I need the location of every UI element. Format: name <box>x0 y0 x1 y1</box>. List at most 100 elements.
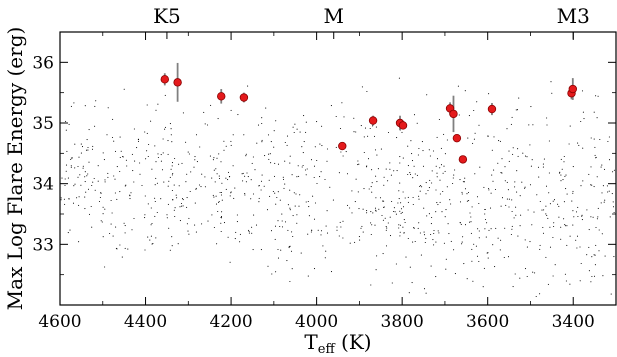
background-point <box>270 230 273 232</box>
background-point <box>413 114 416 116</box>
background-point <box>590 166 592 168</box>
background-point <box>385 226 387 228</box>
background-point <box>431 170 433 172</box>
flare-data-point <box>338 141 347 151</box>
background-point <box>167 140 169 142</box>
background-point <box>346 173 349 175</box>
background-point <box>393 207 395 209</box>
background-point <box>286 135 289 137</box>
background-point <box>423 234 426 236</box>
background-point <box>330 105 332 107</box>
background-point <box>603 168 606 170</box>
background-point <box>436 176 438 178</box>
background-point <box>65 164 68 166</box>
background-point <box>316 182 318 185</box>
background-point <box>111 136 114 139</box>
background-point <box>70 158 72 161</box>
background-point <box>171 162 174 164</box>
background-point <box>367 135 369 137</box>
background-point <box>266 209 269 211</box>
background-point <box>430 265 432 267</box>
background-point <box>366 210 368 212</box>
background-point <box>476 255 479 257</box>
background-point <box>111 212 113 214</box>
background-point <box>217 118 219 120</box>
background-point <box>282 176 284 178</box>
background-point <box>171 165 173 167</box>
background-point <box>289 209 291 211</box>
background-point <box>277 191 279 193</box>
background-point <box>220 194 223 196</box>
background-point <box>462 181 464 183</box>
background-point <box>77 176 79 178</box>
background-point <box>606 185 608 187</box>
background-point <box>487 257 489 259</box>
background-point <box>131 153 133 155</box>
background-point <box>144 249 146 251</box>
background-point <box>494 266 496 268</box>
background-point <box>156 211 158 214</box>
background-point <box>320 230 323 232</box>
background-point <box>604 199 606 201</box>
background-point <box>532 124 534 126</box>
background-point <box>470 221 472 223</box>
background-point <box>343 116 345 118</box>
background-point <box>468 200 470 202</box>
background-point <box>88 213 91 215</box>
background-point <box>429 155 431 157</box>
background-point <box>160 198 162 200</box>
background-point <box>241 173 243 175</box>
background-point <box>97 180 99 182</box>
background-point <box>85 191 87 193</box>
background-point <box>375 269 377 271</box>
background-point <box>462 236 464 238</box>
background-point <box>316 159 318 162</box>
background-point <box>181 197 184 200</box>
background-point <box>428 149 430 151</box>
background-point <box>277 163 280 165</box>
background-point <box>287 229 289 231</box>
background-point <box>407 237 409 240</box>
background-point <box>326 232 329 234</box>
background-point <box>342 220 344 222</box>
background-point <box>324 178 326 181</box>
background-point <box>91 184 93 187</box>
background-point <box>610 293 612 295</box>
background-point <box>129 194 131 196</box>
background-point <box>293 131 295 134</box>
background-point <box>298 205 300 207</box>
spectral-type-label: M3 <box>557 4 590 28</box>
background-point <box>444 216 446 218</box>
background-point <box>548 172 550 174</box>
background-point <box>573 216 575 218</box>
background-point <box>440 164 443 166</box>
y-tick-label: 34 <box>32 175 54 195</box>
background-point <box>330 271 333 273</box>
background-point <box>600 166 602 168</box>
background-point <box>171 141 173 143</box>
background-point <box>422 150 424 152</box>
background-point <box>188 217 190 219</box>
background-point <box>597 207 599 209</box>
background-point <box>536 194 538 196</box>
background-point <box>497 162 499 164</box>
background-point <box>416 122 418 124</box>
background-point <box>295 193 297 195</box>
background-point <box>514 181 516 183</box>
background-point <box>399 162 401 164</box>
background-point <box>151 243 153 245</box>
background-point <box>393 210 395 213</box>
background-point <box>141 184 143 187</box>
background-point <box>516 109 519 111</box>
background-point <box>506 181 508 183</box>
background-point <box>198 184 201 186</box>
background-point <box>363 136 365 138</box>
background-point <box>112 235 114 237</box>
flare-data-point <box>487 104 497 114</box>
background-point <box>479 166 481 168</box>
background-point <box>562 179 564 181</box>
background-point <box>476 101 478 103</box>
background-point <box>182 199 184 201</box>
background-point <box>80 152 82 154</box>
